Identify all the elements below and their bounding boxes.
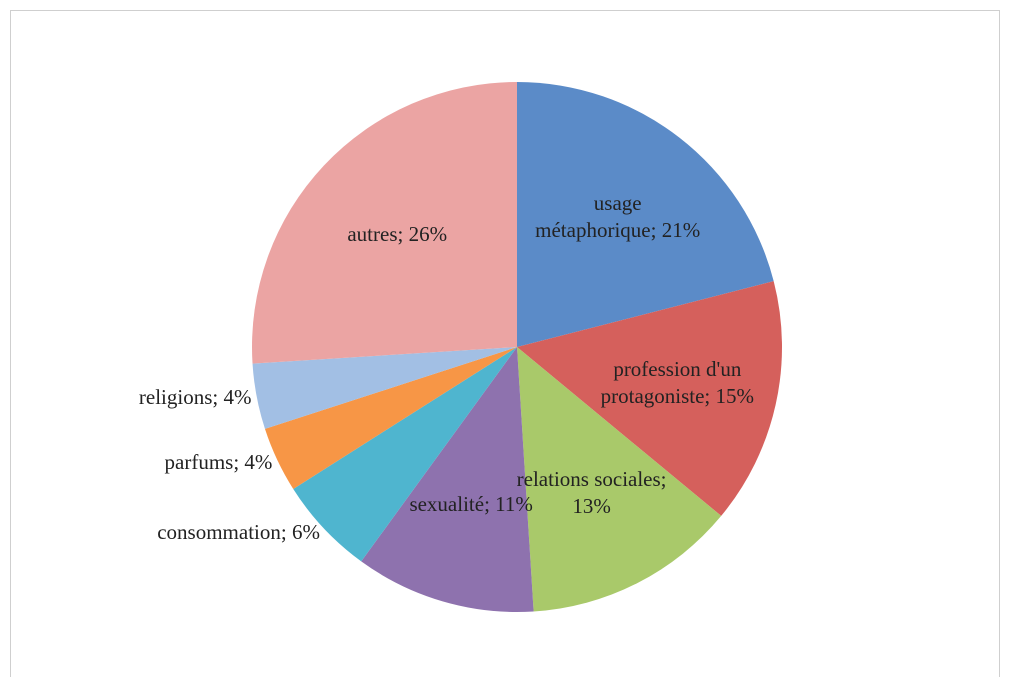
data-label: consommation; 6% — [157, 519, 320, 544]
pie-slice — [361, 347, 534, 613]
pie-slice — [293, 347, 517, 562]
chart-frame — [10, 10, 1000, 677]
data-label: relations sociales; 13% — [516, 467, 667, 519]
data-label: sexualité; 11% — [409, 492, 533, 517]
data-label: autres; 26% — [347, 222, 448, 247]
pie-slice — [252, 82, 518, 364]
data-label: religions; 4% — [138, 385, 252, 410]
data-label: parfums; 4% — [164, 449, 273, 474]
pie-slice — [517, 281, 782, 516]
data-label: profession d'un protagoniste; 15% — [600, 356, 755, 408]
pie-slice — [264, 347, 517, 489]
data-label: usage métaphorique; 21% — [535, 191, 701, 243]
pie-slice — [252, 347, 517, 429]
pie-slice — [517, 82, 774, 347]
pie-slice — [517, 347, 722, 612]
